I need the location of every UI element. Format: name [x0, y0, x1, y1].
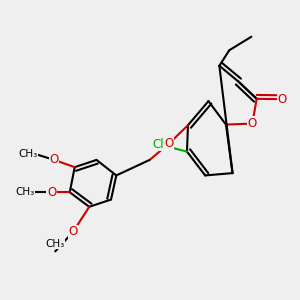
Text: CH₃: CH₃: [15, 187, 34, 197]
Text: O: O: [47, 186, 56, 199]
Text: Cl: Cl: [152, 138, 164, 151]
Text: CH₃: CH₃: [46, 239, 65, 249]
Text: O: O: [50, 153, 59, 167]
Text: O: O: [248, 117, 257, 130]
Text: O: O: [278, 93, 287, 106]
Text: O: O: [68, 225, 78, 239]
Text: CH₃: CH₃: [18, 149, 37, 159]
Text: O: O: [164, 137, 174, 150]
